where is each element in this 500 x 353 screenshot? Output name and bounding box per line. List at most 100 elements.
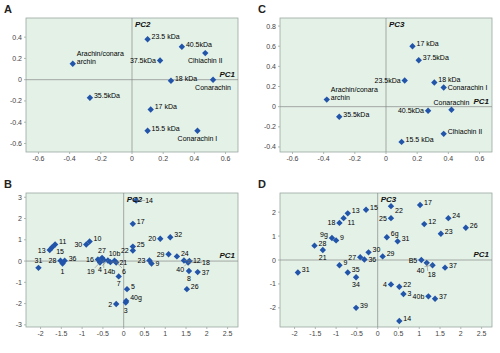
point-label: 15.5 kDa bbox=[152, 125, 180, 132]
tick-label: -1.5 bbox=[309, 330, 321, 337]
point-label: 10 bbox=[94, 235, 102, 242]
point bbox=[440, 131, 446, 137]
point-label: 35.5kDa bbox=[343, 111, 369, 118]
tick-label: -0.5 bbox=[97, 330, 109, 337]
point bbox=[186, 268, 192, 274]
point-label: 27 bbox=[98, 247, 106, 254]
plot-area bbox=[280, 18, 492, 152]
point-label: 9 bbox=[156, 260, 160, 267]
point-label: 12 bbox=[193, 257, 201, 264]
point-label: 3 bbox=[407, 290, 411, 297]
axis-label: PC2 bbox=[127, 195, 143, 204]
tick-label: -0.2 bbox=[95, 155, 107, 162]
point bbox=[87, 95, 93, 101]
point bbox=[379, 253, 385, 259]
point-label: 13 bbox=[38, 247, 46, 254]
point bbox=[448, 106, 454, 112]
plot-frame bbox=[280, 18, 492, 152]
point-label: 30 bbox=[74, 241, 82, 248]
point bbox=[124, 286, 130, 292]
point-labels: 23.5 kDa40.5kDaClhiachin II37.5kDa18 kDa… bbox=[77, 33, 231, 141]
tick-label: 0 bbox=[376, 330, 380, 337]
point-label: 31 bbox=[402, 235, 410, 242]
point bbox=[336, 220, 342, 226]
tick-mark bbox=[440, 327, 441, 329]
tick-mark bbox=[386, 152, 387, 154]
point bbox=[174, 253, 180, 259]
point-label: 14b bbox=[104, 268, 116, 275]
point-label: Conarachin I bbox=[178, 135, 218, 142]
point bbox=[157, 57, 163, 63]
point-label: 17 kDa bbox=[155, 103, 177, 110]
tick-label: 0.2 bbox=[266, 83, 276, 90]
point-label: 23 bbox=[445, 228, 453, 235]
tick-mark bbox=[278, 66, 280, 67]
point-label: 22 bbox=[121, 247, 129, 254]
point-label: 39 bbox=[360, 302, 368, 309]
point-label: 10b bbox=[109, 250, 121, 257]
tick-label: 2.5 bbox=[223, 330, 233, 337]
tick-label: -0.2 bbox=[10, 97, 22, 104]
tick-label: -0.5 bbox=[351, 330, 363, 337]
point bbox=[388, 281, 394, 287]
zero-line bbox=[377, 193, 378, 327]
point-label: 17 kDa bbox=[417, 40, 439, 47]
tick-mark bbox=[315, 327, 316, 329]
point bbox=[210, 76, 216, 82]
tick-label: 0 bbox=[122, 330, 126, 337]
point bbox=[168, 78, 174, 84]
tick-label: 0.4 bbox=[266, 63, 276, 70]
point-label: 40g bbox=[130, 294, 142, 302]
tick-label: -0.4 bbox=[10, 119, 22, 126]
leader-line bbox=[102, 260, 108, 265]
point bbox=[418, 257, 424, 263]
point-label: 15.5 kDa bbox=[406, 136, 434, 143]
point bbox=[417, 202, 423, 208]
tick-label: -1 bbox=[79, 330, 85, 337]
tick-mark bbox=[24, 303, 26, 304]
axis-label: PC1 bbox=[473, 97, 489, 106]
point-label: 37.5kDa bbox=[423, 54, 449, 61]
point-label: 23 bbox=[138, 257, 146, 264]
point-label: 29 bbox=[157, 251, 165, 258]
point bbox=[336, 262, 342, 268]
point-label: 18 bbox=[202, 259, 210, 266]
leader-line bbox=[427, 263, 428, 271]
point bbox=[115, 273, 121, 279]
point-label: 40 bbox=[417, 267, 425, 274]
point bbox=[340, 215, 346, 221]
tick-mark bbox=[163, 152, 164, 154]
tick-mark bbox=[38, 152, 39, 154]
point-label: 35.5kDa bbox=[94, 92, 120, 99]
point-label: 9 bbox=[340, 234, 344, 241]
point bbox=[113, 301, 119, 307]
tick-label: -2 bbox=[291, 330, 297, 337]
tick-mark bbox=[278, 212, 280, 213]
axis-label: PC3 bbox=[389, 20, 405, 29]
tick-label: -2 bbox=[270, 304, 276, 311]
tick-mark bbox=[24, 143, 26, 144]
point-label: Conarachin bbox=[434, 99, 470, 106]
tick-mark bbox=[278, 283, 280, 284]
point-label: 14 bbox=[145, 197, 153, 204]
point bbox=[431, 79, 437, 85]
plot-area bbox=[280, 193, 492, 327]
point-label: 30 bbox=[373, 246, 381, 253]
point-label: B5 bbox=[409, 257, 418, 264]
tick-label: -2 bbox=[16, 300, 22, 307]
tick-label: 0 bbox=[18, 258, 22, 265]
tick-mark bbox=[69, 152, 70, 154]
point-label: 7 bbox=[117, 280, 121, 287]
point bbox=[396, 318, 402, 324]
point-label: 8 bbox=[187, 275, 191, 282]
leaders bbox=[95, 200, 202, 268]
point-label: 25 bbox=[137, 241, 145, 248]
point bbox=[425, 293, 431, 299]
point-label: 25 bbox=[379, 215, 387, 222]
tick-label: 0 bbox=[130, 155, 134, 162]
point bbox=[148, 106, 154, 112]
tick-label: 0.5 bbox=[140, 330, 150, 337]
point-label: 18 bbox=[428, 271, 436, 278]
point bbox=[463, 224, 469, 230]
point-label: 28 bbox=[49, 257, 57, 264]
